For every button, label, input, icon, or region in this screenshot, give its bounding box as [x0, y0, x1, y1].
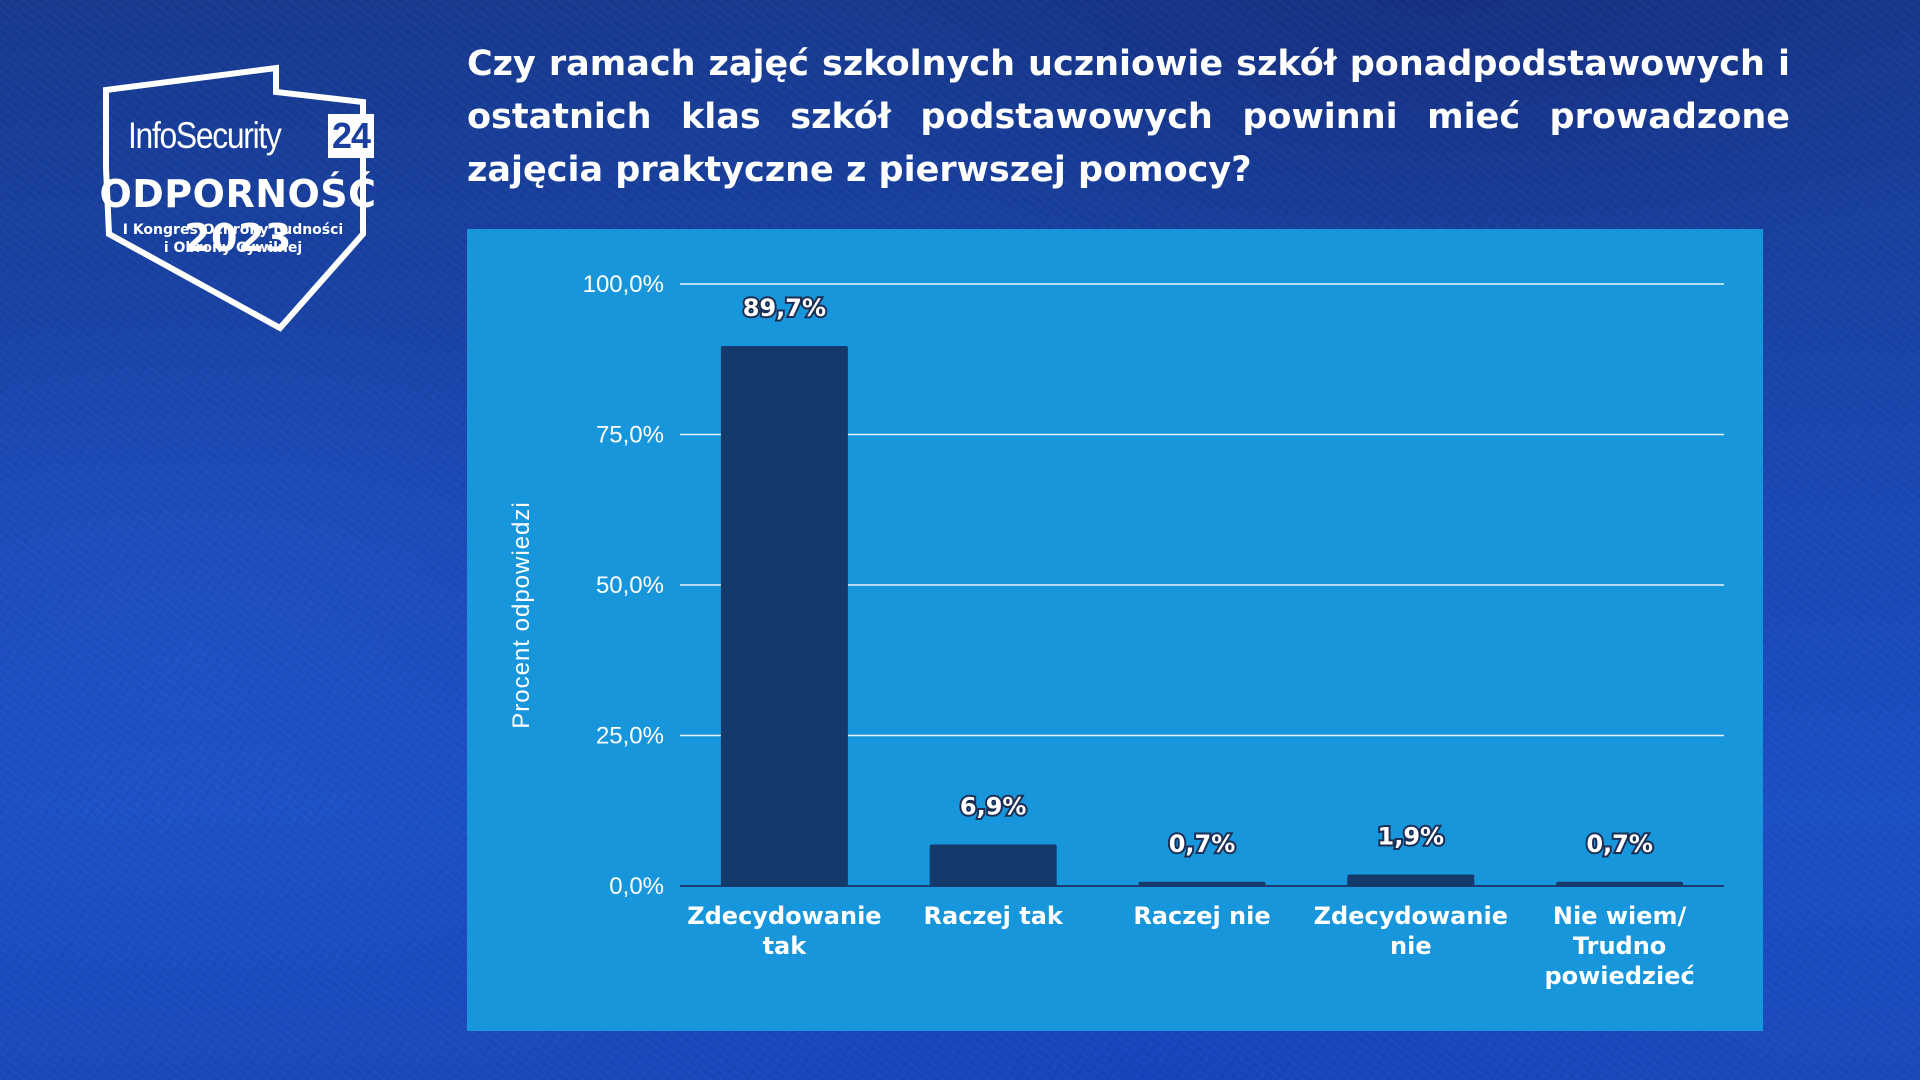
y-tick-label: 100,0% — [583, 271, 664, 298]
x-tick-label: Zdecydowanie tak — [687, 902, 881, 960]
y-axis-title: Procent odpowiedzi — [508, 501, 535, 728]
x-tick-label: Raczej tak — [924, 902, 1064, 930]
data-label: 1,9% — [1378, 823, 1445, 851]
y-tick-label: 25,0% — [596, 723, 664, 750]
y-tick-label: 75,0% — [596, 422, 664, 449]
chart-panel: 0,0% 25,0% 50,0% 75,0% 100,0% Procent odpowie… — [467, 229, 1763, 1031]
x-tick-label: Zdecydowanie nie — [1314, 902, 1508, 960]
logo-brand-number: 24 — [328, 114, 375, 158]
bar-chart: 0,0% 25,0% 50,0% 75,0% 100,0% Procent odpowie… — [508, 271, 1724, 990]
logo-brand-line: InfoSecurity 24 — [128, 108, 375, 164]
data-label: 0,7% — [1169, 830, 1236, 858]
bar — [1556, 881, 1684, 886]
data-label: 89,7% — [743, 294, 826, 322]
y-tick-label: 50,0% — [596, 572, 664, 599]
logo-shield-outline — [103, 64, 366, 332]
question-title: Czy ramach zajęć szkolnych uczniowie szk… — [467, 44, 1790, 190]
bar — [929, 844, 1057, 886]
logo-brand-text: InfoSecurity — [128, 115, 282, 156]
x-tick-label: Nie wiem/Trudno powiedzieć — [1544, 902, 1694, 990]
infosecurity24-logo: InfoSecurity 24 ODPORNOŚĆ 2023 I Kongres… — [48, 58, 428, 348]
data-label: 0,7% — [1586, 830, 1653, 858]
logo-subtitle-line1: I Kongres Ochrony Ludności — [122, 222, 344, 238]
logo-subtitle: I Kongres Ochrony Ludności i Obrony Cywi… — [108, 221, 358, 257]
logo-subtitle-line2: i Obrony Cywilnej — [163, 240, 303, 256]
logo-event-title: ODPORNOŚĆ 2023 — [99, 172, 377, 260]
bar — [1347, 874, 1475, 886]
data-label: 6,9% — [960, 792, 1027, 820]
y-tick-label: 0,0% — [609, 873, 664, 900]
bar — [720, 346, 848, 886]
x-tick-label: Raczej nie — [1133, 902, 1270, 930]
bar — [1138, 881, 1266, 886]
